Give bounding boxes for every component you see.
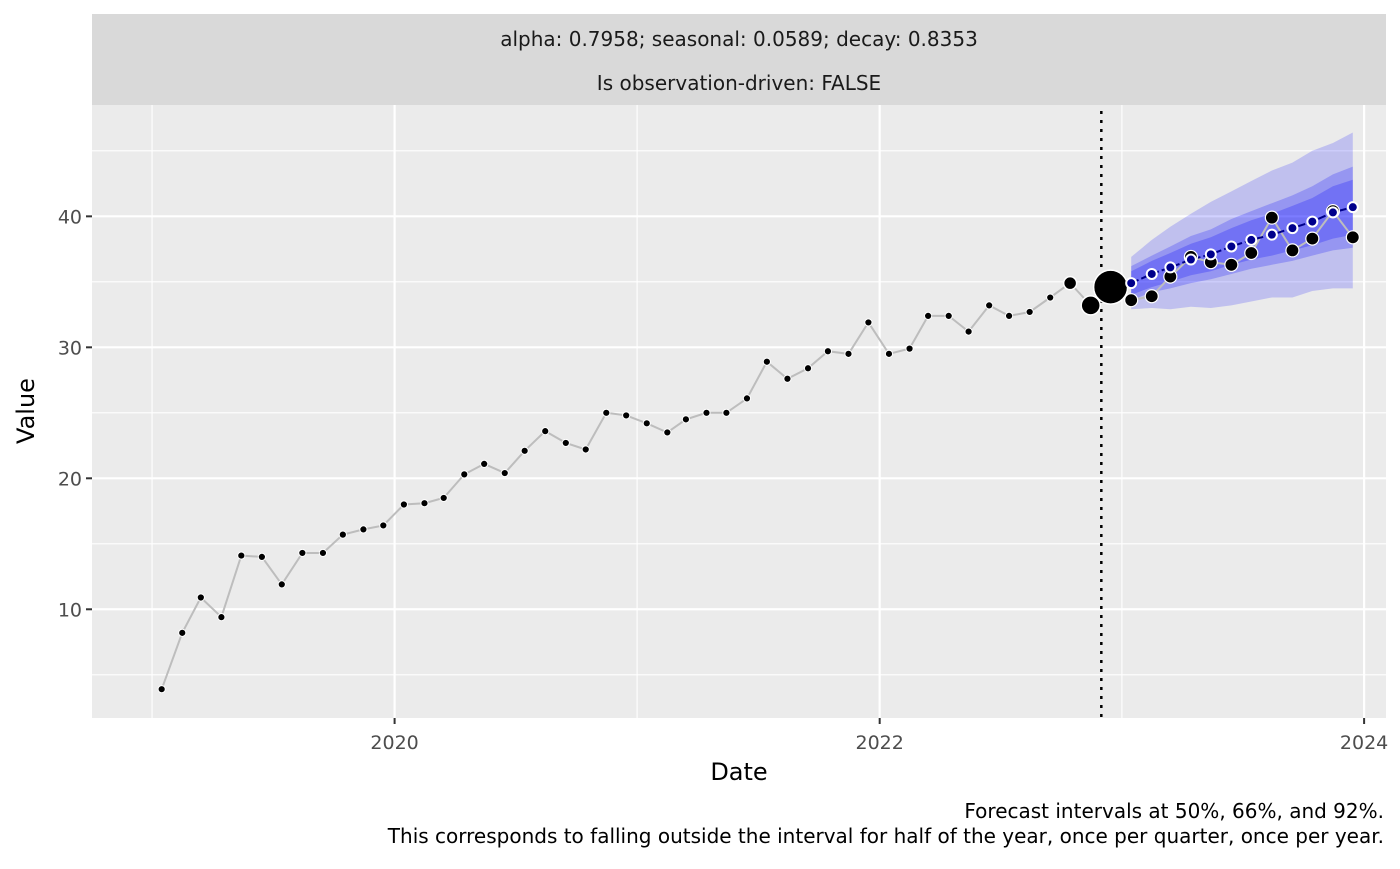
history-point [964,327,973,336]
forecast-point [1265,228,1278,241]
history-point [399,500,408,509]
forecast-point [1125,277,1138,290]
history-point [622,411,631,420]
x-tick-label: 2022 [856,732,904,754]
history-point [561,438,570,448]
history-point [1046,293,1055,302]
actual-point [1345,230,1360,245]
history-point [237,551,246,560]
history-point [985,301,994,310]
strip-background [92,14,1386,105]
history-point [217,613,226,622]
history-point [298,548,307,558]
forecast-intervals [1131,132,1353,310]
strip-label-observation: Is observation-driven: FALSE [597,71,881,95]
history-point [602,408,611,417]
series-points [157,201,1360,694]
forecast-point [1245,233,1258,246]
history-point [196,593,205,602]
caption-line-1: Forecast intervals at 50%, 66%, and 92%. [964,799,1384,823]
history-point [338,530,347,539]
history-point [823,347,833,356]
history-point [460,470,469,479]
grid-major [92,105,1386,718]
actual-point [1224,257,1239,272]
history-point [178,628,187,637]
caption-line-2: This corresponds to falling outside the … [387,824,1384,848]
y-axis-title: Value [12,378,40,444]
x-axis-title: Date [710,758,767,786]
actual-point [1305,231,1320,246]
actual-point [1264,210,1279,225]
history-point [742,394,752,403]
history-point [642,419,651,428]
history-point [420,499,429,508]
x-tick-label: 2024 [1340,732,1388,754]
plot-panel [92,105,1386,718]
actual-point [1244,245,1259,261]
history-point [1004,311,1014,320]
interval-66 [1131,166,1353,301]
x-tick-label: 2020 [370,732,418,754]
history-point [803,364,813,373]
grid-minor [92,105,1386,718]
forecast-point [1326,206,1339,219]
forecast-point [1286,222,1299,235]
y-tick-label: 10 [58,599,82,621]
actual-point [1144,289,1159,304]
interval-50 [1131,179,1353,295]
history-point [318,548,328,558]
history-point [905,344,914,353]
forecast-point [1145,267,1158,280]
history-point [702,408,711,417]
history-point [762,357,771,366]
history-point [924,311,933,320]
axes: 10 20 30 40 2020 2022 2024 [58,206,1388,754]
history-point [944,311,953,320]
history-point [520,446,529,455]
history-point [439,493,448,503]
forecast-point [1184,253,1197,266]
history-point [1025,307,1034,317]
strip-label-params: alpha: 0.7958; seasonal: 0.0589; decay: … [500,27,978,51]
history-point [1092,269,1129,305]
history-point [864,318,873,327]
forecast-point [1225,240,1238,253]
history-point [480,459,489,468]
history-point [783,374,792,383]
history-point [844,349,853,358]
y-tick-label: 40 [58,206,82,228]
forecast-point [1346,201,1359,214]
history-point [500,468,509,478]
history-point [277,580,286,589]
y-tick-label: 30 [58,337,82,359]
history-point [359,525,368,534]
history-point [681,415,691,424]
history-point [663,428,672,437]
forecast-point [1306,215,1319,228]
history-point [884,349,894,358]
history-point [1062,275,1078,291]
forecast-point [1164,261,1177,274]
history-point [257,552,266,561]
interval-92 [1131,132,1353,310]
forecast-point [1204,248,1217,261]
history-point [541,427,550,436]
history-point [1080,295,1101,316]
history-point [379,521,388,530]
history-point [722,408,731,417]
history-point [581,445,590,454]
actual-point [1124,293,1139,308]
y-tick-label: 20 [58,468,82,490]
actual-point [1285,243,1300,258]
history-point [157,685,166,694]
